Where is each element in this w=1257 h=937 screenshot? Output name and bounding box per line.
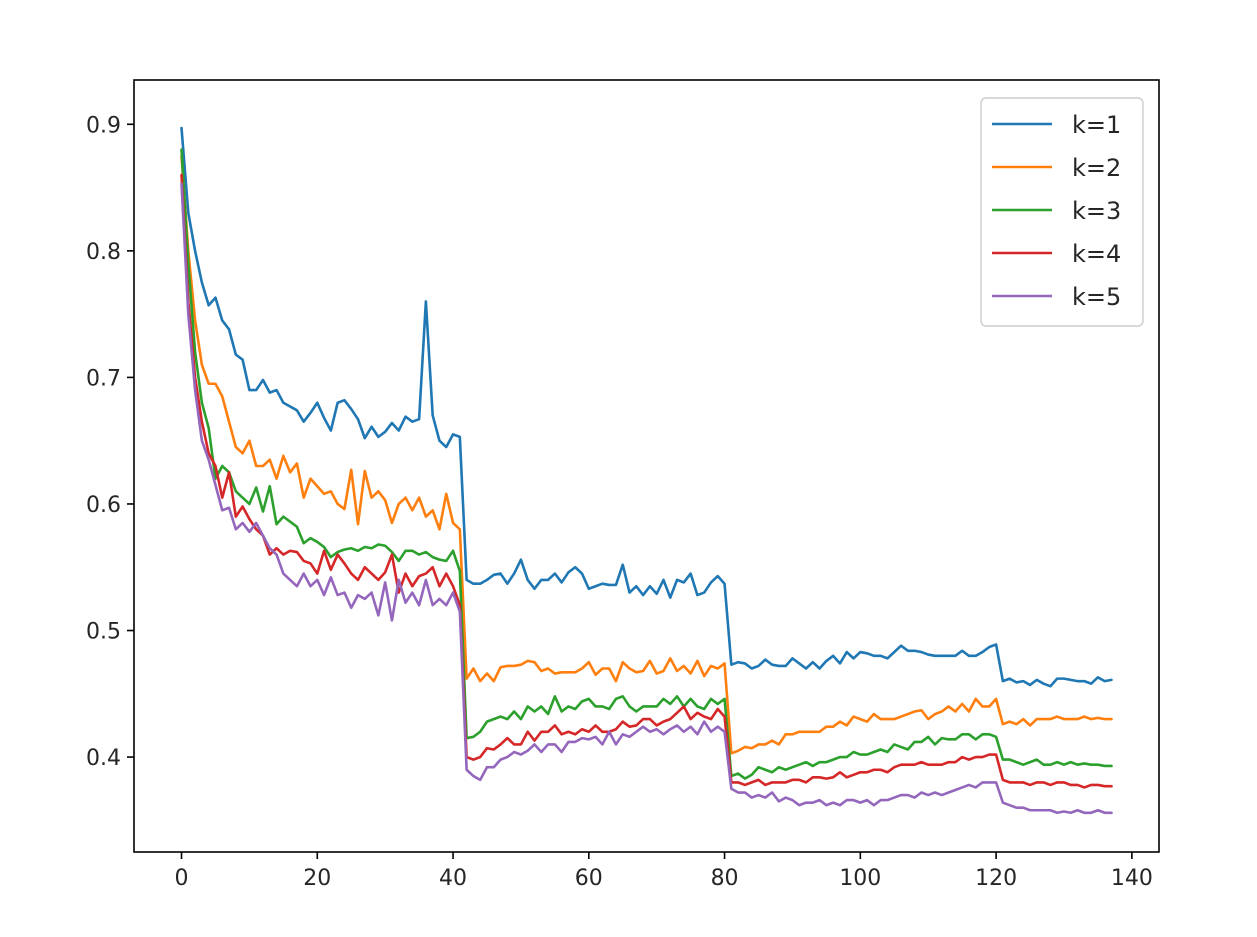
legend-box — [980, 97, 1144, 327]
legend-label-k2: k=2 — [1072, 154, 1121, 182]
legend-label-k4: k=4 — [1072, 240, 1121, 268]
y-tick-label: 0.8 — [86, 240, 121, 265]
y-tick-label: 0.4 — [86, 746, 121, 771]
x-tick-label: 20 — [303, 866, 331, 891]
y-tick-label: 0.9 — [86, 113, 121, 138]
legend: k=1 k=2 k=3 k=4 k=5 — [980, 97, 1144, 327]
series-line-k3 — [180, 148, 1113, 780]
plot-lines — [180, 126, 1113, 815]
series-line-k2 — [180, 154, 1113, 755]
x-tick-label: 0 — [175, 866, 189, 891]
series-line-k5 — [180, 182, 1113, 815]
x-tick-label: 140 — [1111, 866, 1153, 891]
y-tick-label: 0.5 — [86, 620, 121, 645]
x-axis: 0 20 40 60 80 100 120 140 — [175, 852, 1153, 891]
plot-area-frame — [133, 79, 1160, 853]
x-tick-label: 120 — [975, 866, 1017, 891]
x-tick-label: 100 — [839, 866, 881, 891]
x-tick-label: 60 — [575, 866, 603, 891]
x-tick-label: 80 — [711, 866, 739, 891]
y-axis: 0.4 0.5 0.6 0.7 0.8 0.9 — [86, 113, 134, 771]
y-tick-label: 0.6 — [86, 493, 121, 518]
legend-label-k5: k=5 — [1072, 283, 1121, 311]
legend-label-k1: k=1 — [1072, 111, 1121, 139]
series-line-k4 — [180, 173, 1113, 789]
series-line-k1 — [180, 126, 1113, 688]
y-tick-label: 0.7 — [86, 366, 121, 391]
legend-label-k3: k=3 — [1072, 197, 1121, 225]
x-tick-label: 40 — [439, 866, 467, 891]
